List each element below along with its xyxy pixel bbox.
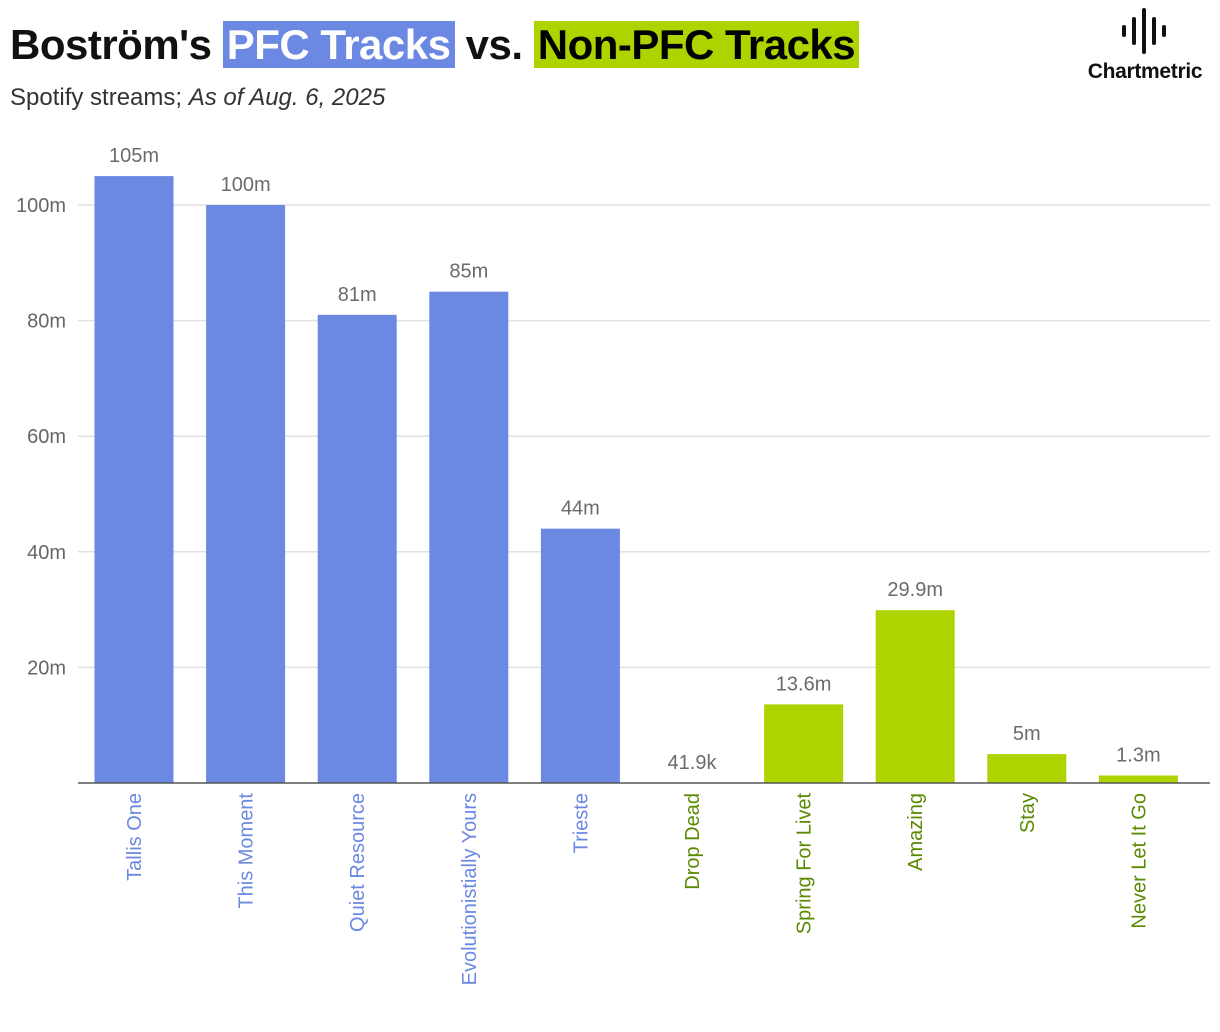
- x-tick-label: Evolutionistially Yours: [459, 793, 481, 985]
- logo-text: Chartmetric: [1087, 60, 1203, 83]
- chartmetric-logo: Chartmetric: [1080, 8, 1210, 84]
- title-prefix: Boström's: [10, 21, 223, 68]
- data-label: 5m: [1013, 723, 1041, 745]
- x-tick-label: Drop Dead: [682, 793, 704, 890]
- x-tick-label: This Moment: [236, 793, 258, 909]
- x-tick-label: Tallis One: [124, 793, 146, 881]
- bar: [764, 704, 844, 783]
- x-tick-label: Stay: [1017, 793, 1039, 833]
- x-tick-label: Never Let It Go: [1128, 793, 1150, 929]
- y-tick-label: 80m: [27, 311, 66, 333]
- bar: [206, 205, 286, 783]
- bar: [540, 528, 620, 783]
- bar: [317, 314, 397, 783]
- data-label: 44m: [561, 498, 600, 520]
- x-tick-label: Quiet Resource: [347, 793, 369, 932]
- title-pfc-highlight: PFC Tracks: [222, 21, 455, 68]
- data-label: 41.9k: [668, 752, 718, 774]
- y-tick-label: 60m: [27, 426, 66, 448]
- subtitle-date: As of Aug. 6, 2025: [188, 84, 386, 111]
- bar: [94, 176, 174, 784]
- data-label: 1.3m: [1116, 744, 1160, 766]
- subtitle-main: Spotify streams;: [10, 84, 189, 111]
- data-label: 105m: [109, 145, 159, 167]
- x-tick-label: Spring For Livet: [794, 793, 816, 935]
- title-middle: vs.: [454, 21, 534, 68]
- bar: [429, 291, 509, 783]
- bar: [987, 754, 1067, 783]
- data-label: 13.6m: [776, 673, 832, 695]
- title-non-pfc-highlight: Non-PFC Tracks: [533, 21, 860, 68]
- y-tick-label: 20m: [27, 657, 66, 679]
- data-label: 81m: [338, 284, 377, 306]
- x-tick-label: Amazing: [905, 793, 927, 871]
- chart-subtitle: Spotify streams; As of Aug. 6, 2025: [10, 84, 385, 112]
- y-tick-label: 40m: [27, 542, 66, 564]
- chartmetric-waveform-icon: [1122, 8, 1166, 54]
- bar: [1098, 775, 1178, 783]
- bar: [875, 610, 955, 783]
- data-label: 100m: [221, 174, 271, 196]
- x-tick-label: Trieste: [570, 793, 592, 853]
- data-label: 29.9m: [887, 579, 943, 601]
- chart-title: Boström's PFC Tracks vs. Non-PFC Tracks: [10, 16, 860, 74]
- y-tick-label: 100m: [16, 195, 66, 217]
- data-label: 85m: [449, 261, 488, 283]
- bar-chart: 20m 40m 60m 80m 100m 105m Tallis One 100m This M…: [16, 145, 1210, 985]
